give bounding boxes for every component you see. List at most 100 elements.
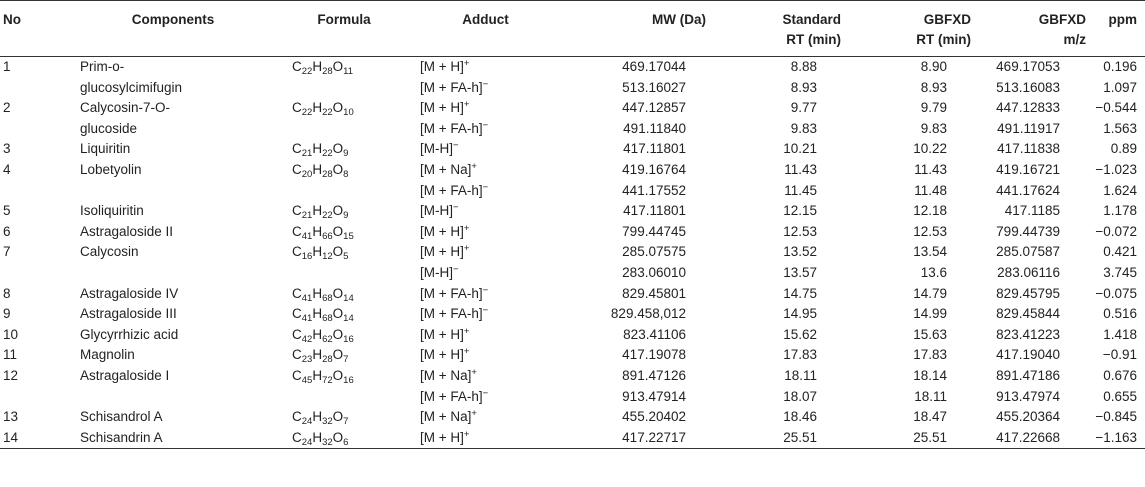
cell-adduct: [M + H]+	[400, 325, 555, 346]
cell-gbfxd-mz: 455.20364	[996, 409, 1060, 425]
formula-count: 22	[322, 148, 333, 160]
cell-gbfxd-rt: 12.18	[913, 203, 947, 219]
cell-standard-rt: 13.57	[783, 264, 817, 280]
adduct-charge: −	[482, 119, 489, 131]
formula-element: C	[292, 367, 302, 383]
cell-gbfxd-rt: 25.51	[845, 427, 975, 450]
table-row: 4 Lobetyolin C20H28O8 [M + Na]+ 419.16764 11.…	[0, 160, 1145, 181]
cell-standard-rt: 18.11	[784, 367, 817, 383]
cell-no: 4	[3, 161, 11, 177]
cell-standard-rt: 13.52	[783, 244, 817, 260]
header-adduct: Adduct	[400, 0, 555, 57]
formula-element: H	[312, 367, 323, 383]
formula-count: 16	[343, 333, 354, 345]
cell-standard-rt: 8.88	[790, 59, 817, 74]
cell-gbfxd-rt: 9.83	[920, 120, 947, 136]
adduct-charge: −	[482, 305, 489, 317]
compounds-table: No Components Formula Adduct MW (Da) Sta…	[0, 0, 1145, 450]
cell-adduct: [M + H]+	[400, 222, 555, 243]
formula-count: 6	[343, 436, 349, 448]
adduct-ion: [M-H]	[420, 203, 453, 219]
cell-adduct: [M-H]−	[400, 139, 555, 160]
cell-adduct: [M + FA-h]−	[400, 284, 555, 305]
cell-ppm: 1.418	[1103, 326, 1137, 342]
formula-count: 41	[301, 230, 313, 242]
formula-element: C	[292, 161, 302, 177]
cell-component: Schisandrin A	[70, 427, 270, 450]
cell-component: Isoliquiritin	[80, 203, 144, 219]
table-body: 1 Prim-o- C22H28O11 [M + H]+ 469.17044 8.88 8.…	[0, 57, 1145, 450]
header-gbfxd-mz-line2: m/z	[1063, 32, 1086, 47]
cell-gbfxd-mz: 447.12833	[996, 100, 1060, 116]
formula-count: 41	[301, 313, 313, 325]
cell-component: Magnolin	[80, 347, 135, 363]
cell-adduct: [M + FA-h]−	[400, 78, 555, 99]
cell-formula: C45H72O16	[270, 366, 400, 387]
cell-component: Calycosin	[80, 244, 139, 260]
table-row: 8 Astragaloside IV C41H68O14 [M + FA-h]− 829…	[0, 284, 1145, 305]
formula-count: 22	[301, 107, 313, 119]
cell-standard-rt: 18.46	[783, 409, 817, 425]
cell-formula	[270, 78, 400, 99]
cell-gbfxd-rt: 13.6	[920, 264, 947, 280]
cell-no: 8	[3, 285, 11, 301]
cell-mw: 417.11801	[623, 141, 686, 157]
cell-standard-rt: 18.07	[783, 388, 817, 404]
cell-ppm: −0.075	[1095, 285, 1137, 301]
cell-gbfxd-mz: 417.22668	[975, 427, 1090, 450]
cell-gbfxd-mz: 417.11838	[997, 141, 1060, 157]
cell-gbfxd-mz: 513.16083	[996, 79, 1060, 95]
formula-element: H	[312, 100, 323, 116]
formula-element: C	[292, 429, 302, 445]
cell-component	[70, 387, 270, 408]
cell-gbfxd-mz: 469.17053	[996, 59, 1060, 74]
header-gbfxd-rt-line1: GBFXD	[923, 12, 971, 27]
formula-element: O	[332, 244, 344, 260]
formula-element: H	[312, 326, 323, 342]
cell-adduct: [M + H]+	[400, 242, 555, 263]
table-row: 14 Schisandrin A C24H32O6 [M + H]+ 417.22717…	[0, 427, 1145, 450]
formula-count: 23	[301, 354, 313, 366]
formula-element: C	[292, 285, 302, 301]
cell-adduct: [M + FA-h]−	[400, 181, 555, 202]
formula-element: C	[292, 306, 302, 322]
formula-count: 8	[343, 168, 349, 180]
formula-count: 5	[343, 251, 349, 263]
formula-count: 28	[322, 66, 333, 77]
formula-element: H	[312, 141, 323, 157]
cell-no	[0, 387, 70, 408]
cell-no: 5	[3, 203, 11, 219]
cell-ppm: −1.163	[1090, 427, 1145, 450]
formula-element: H	[312, 429, 323, 445]
adduct-charge: −	[453, 263, 459, 275]
adduct-ion: [M + Na]	[420, 367, 472, 383]
header-gbfxd-rt-line2: RT (min)	[916, 32, 971, 47]
header-standard-rt: Standard RT (min)	[710, 0, 845, 57]
cell-component	[70, 263, 270, 284]
cell-ppm: −1.023	[1095, 161, 1137, 177]
cell-component: Astragaloside I	[80, 367, 170, 383]
cell-adduct: [M + H]+	[400, 345, 555, 366]
cell-component: Lobetyolin	[80, 161, 142, 177]
formula-element: O	[332, 223, 344, 239]
cell-formula: C21H22O9	[270, 201, 400, 222]
header-ppm: ppm	[1090, 0, 1145, 57]
formula-element: C	[292, 203, 302, 219]
adduct-ion: [M + Na]	[420, 409, 472, 425]
formula-count: 42	[301, 333, 313, 345]
cell-no: 13	[3, 409, 19, 425]
cell-formula: C22H28O11	[270, 57, 400, 78]
formula-count: 32	[322, 416, 333, 428]
table-row: 12 Astragaloside I C45H72O16 [M + Na]+ 891.4…	[0, 366, 1145, 387]
adduct-charge: +	[471, 160, 477, 172]
formula-element: C	[292, 100, 302, 116]
cell-mw: 417.11801	[623, 203, 686, 219]
adduct-charge: −	[482, 181, 489, 193]
formula-count: 10	[343, 107, 354, 119]
table-header-row: No Components Formula Adduct MW (Da) Sta…	[0, 0, 1145, 57]
cell-mw: 417.19078	[622, 347, 686, 363]
cell-standard-rt: 9.77	[790, 100, 817, 116]
adduct-charge: +	[463, 58, 470, 69]
formula-element: C	[292, 141, 302, 157]
table-row: 6 Astragaloside II C41H66O15 [M + H]+ 799.44…	[0, 222, 1145, 243]
